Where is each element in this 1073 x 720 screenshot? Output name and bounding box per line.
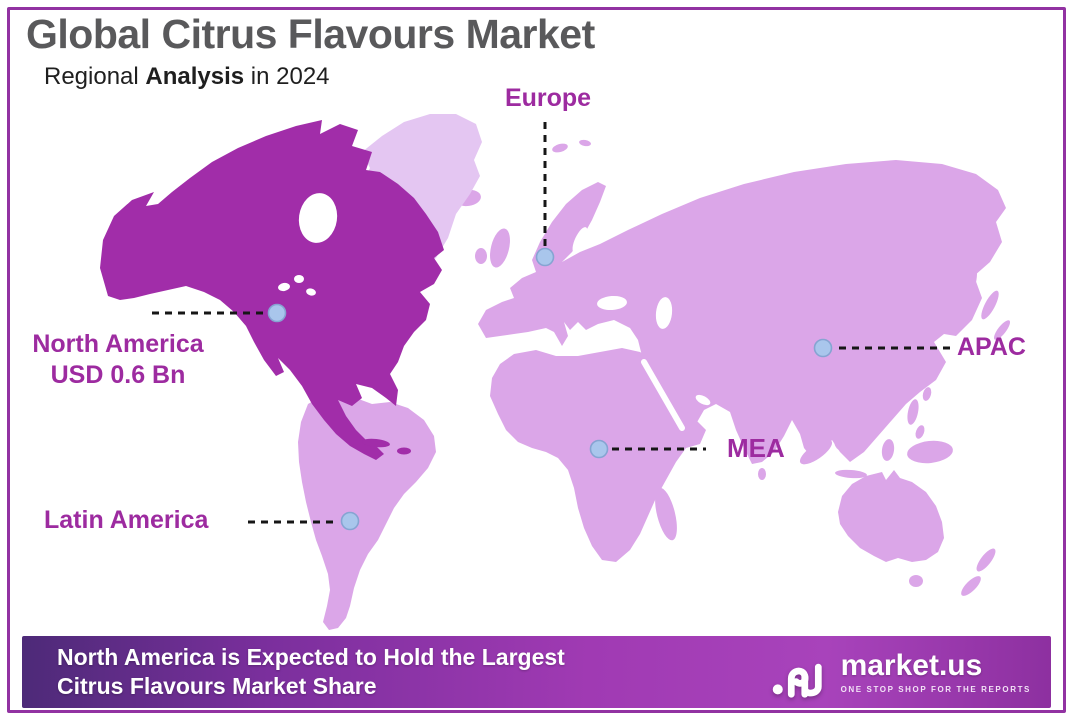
landmass-south-america xyxy=(298,394,436,630)
landmass-north-america xyxy=(100,120,444,460)
island-taiwan xyxy=(922,387,932,401)
island-sumatra xyxy=(799,439,833,465)
marker-europe-dot xyxy=(535,247,555,267)
island-hispaniola xyxy=(397,447,411,455)
island-philippines xyxy=(907,399,919,425)
sea-hudson-bay xyxy=(298,193,338,243)
landmass-eurasia xyxy=(478,160,1006,464)
footer-banner: North America is Expected to Hold the La… xyxy=(22,636,1051,708)
island-japan-honshu xyxy=(981,290,999,320)
brand-tagline: ONE STOP SHOP FOR THE REPORTS xyxy=(840,684,1031,694)
location-markers xyxy=(267,247,833,531)
region-label-mea: MEA xyxy=(727,433,785,463)
island-java xyxy=(835,469,867,479)
subtitle-part-year: in 2024 xyxy=(244,63,330,91)
page-subtitle: Regional Analysis in 2024 xyxy=(44,63,595,91)
island-sri-lanka xyxy=(758,468,766,480)
island-new-guinea xyxy=(907,440,953,464)
region-value-north-america: USD 0.6 Bn xyxy=(50,361,186,390)
lake-huron xyxy=(294,275,304,283)
footer-headline: North America is Expected to Hold the La… xyxy=(22,643,565,702)
sea-carves xyxy=(278,193,711,431)
marker-mea-dot xyxy=(589,439,609,459)
sea-black xyxy=(597,295,627,311)
island-sulawesi xyxy=(881,439,895,461)
region-label-apac: APAC xyxy=(957,333,1026,361)
footer-headline-line1: North America is Expected to Hold the La… xyxy=(57,643,565,670)
landmass-north-america-highlighted xyxy=(100,120,444,460)
island-new-zealand-south xyxy=(961,576,981,596)
sea-red xyxy=(641,359,685,431)
brand-text: market.us ONE STOP SHOP FOR THE REPORTS xyxy=(840,648,1031,694)
leader-lines xyxy=(152,122,950,524)
island-ireland xyxy=(475,248,487,264)
island-sakhalin xyxy=(966,267,978,297)
gulf-persian xyxy=(695,394,711,406)
header: Global Citrus Flavours Market Regional A… xyxy=(26,11,595,91)
island-tasmania xyxy=(909,575,923,587)
island-philippines-2 xyxy=(915,425,925,439)
island-japan-kyushu xyxy=(993,320,1011,340)
marker-apac-dot xyxy=(813,338,833,358)
island-hainan xyxy=(894,400,902,408)
island-svalbard-2 xyxy=(579,139,591,147)
region-label-europe: Europe xyxy=(504,84,592,112)
brand-block: market.us ONE STOP SHOP FOR THE REPORTS xyxy=(770,644,1031,700)
lake-superior xyxy=(278,282,290,292)
subtitle-part-analysis: Analysis xyxy=(145,63,245,91)
island-new-zealand-north xyxy=(976,548,996,572)
subtitle-part-regional: Regional xyxy=(44,63,146,91)
brand-name: market.us xyxy=(840,648,983,682)
island-great-britain xyxy=(490,228,510,268)
island-svalbard xyxy=(552,143,568,153)
sea-baltic xyxy=(572,227,588,253)
sea-caspian xyxy=(655,297,673,329)
island-madagascar xyxy=(655,487,677,541)
region-label-north-america: North America USD 0.6 Bn xyxy=(32,329,203,392)
lake-erie xyxy=(306,288,316,296)
footer-headline-line2: Citrus Flavours Market Share xyxy=(57,673,377,699)
marker-north-america-dot xyxy=(267,303,287,323)
region-label-north-america-name: North America xyxy=(32,330,204,358)
island-borneo xyxy=(834,426,868,454)
island-cuba xyxy=(362,438,390,448)
region-label-latin-america: Latin America xyxy=(44,506,209,534)
marker-latin-america-dot xyxy=(340,511,360,531)
page-title: Global Citrus Flavours Market xyxy=(26,11,595,57)
market-us-squiggle-icon xyxy=(772,663,822,698)
landmass-australia xyxy=(838,470,944,562)
